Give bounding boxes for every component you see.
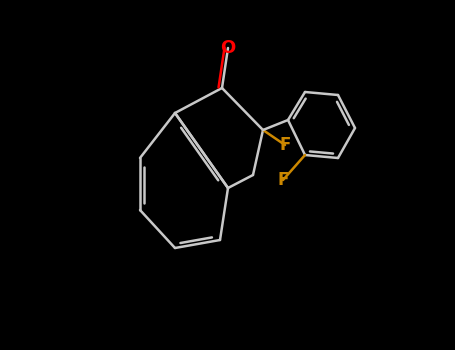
Text: F: F	[279, 136, 291, 154]
Text: O: O	[220, 39, 236, 57]
Text: F: F	[277, 171, 288, 189]
